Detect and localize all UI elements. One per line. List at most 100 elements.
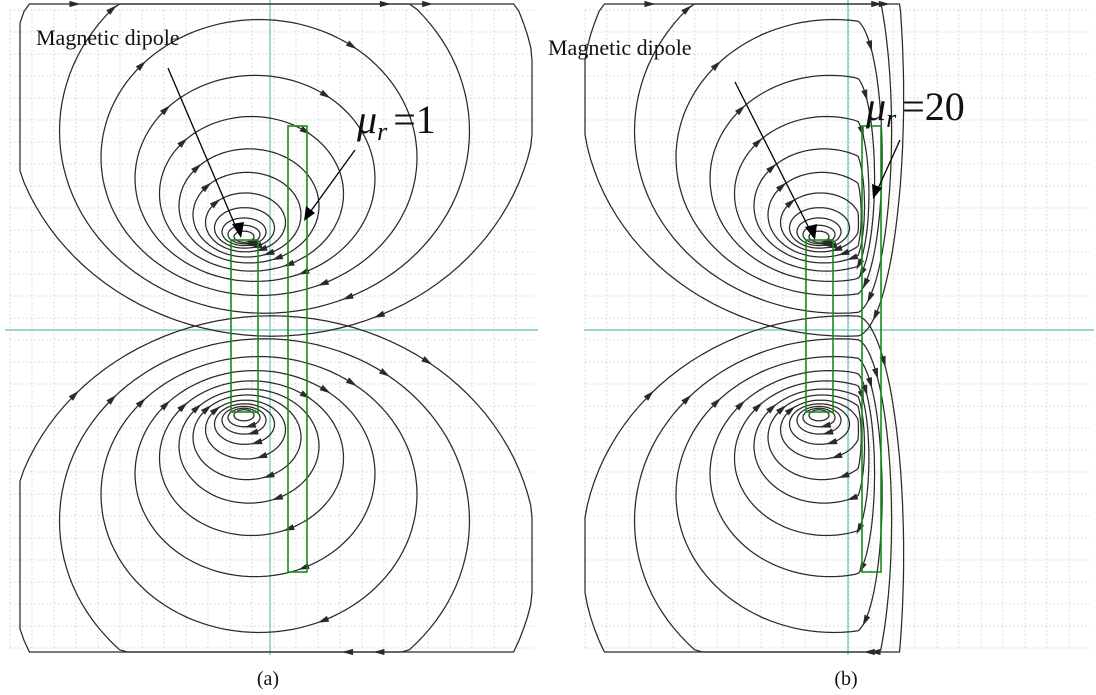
panel-b-field-arrow [825, 438, 838, 445]
panel-a-permeability-label: μr =1 [356, 97, 436, 146]
panel-b-field-arrow [872, 309, 881, 321]
panel-a-field-line [134, 369, 376, 578]
panel-a-field-arrow [299, 125, 311, 135]
panel-b-field-arrow [846, 493, 859, 501]
panel-a-field-lines [19, 0, 533, 656]
panel-b-field-arrow [710, 397, 721, 408]
panel-a-field-arrow [191, 163, 202, 174]
panel-a-dipole-leader-line [167, 67, 239, 233]
panel-a-field-arrow [373, 648, 385, 656]
panel-b-field-arrow [862, 277, 871, 290]
panel-b-permeability-label: μr =20 [865, 84, 965, 133]
panel-b-field-arrow [871, 367, 878, 380]
panel-a-field-arrow [250, 241, 263, 249]
panel-b-field-arrow [775, 405, 787, 415]
panel-b-field-arrow [822, 428, 834, 435]
panel-a-mu-value: 1 [416, 97, 436, 142]
panel-a-field-arrow [378, 368, 391, 377]
panel-a-field-arrow [345, 40, 357, 50]
panel-a-field-arrow [247, 239, 259, 246]
panel-b-field-line [808, 230, 830, 243]
panel-a-field-line [100, 355, 418, 634]
panel-b-field-arrow [831, 451, 843, 459]
panel-b-field-arrow [766, 403, 777, 414]
panel-b-field-line [808, 409, 830, 422]
panel-b-field-arrow [861, 89, 868, 101]
panel-b-field-arrow [831, 244, 843, 252]
panel-b-field-arrow [819, 421, 832, 428]
panel-a-field-arrow [271, 493, 284, 501]
panel-a-field-line [19, 3, 533, 337]
panel-b-field-line [753, 148, 866, 264]
panel-b-field-arrow [838, 471, 850, 478]
panel-a-field-line [178, 388, 320, 504]
panel-a-field-line [158, 115, 345, 272]
panel-b-field-arrow [838, 248, 850, 256]
panel-b-field-line [709, 74, 876, 283]
panel-b-field-arrow [869, 648, 881, 656]
panel-a-dipole-label: Magnetic dipole [36, 25, 180, 50]
panel-b-mu-subscript: r [886, 104, 897, 133]
panel-a-field-arrow [106, 5, 117, 15]
panel-b-field-arrow [867, 291, 875, 303]
panel-a-field-arrow [159, 105, 171, 116]
panel-a-field-arrow [135, 60, 146, 71]
panel-b-field-arrow [734, 105, 746, 116]
panel-a-field-arrow [135, 397, 146, 408]
panel-b-field-arrow [878, 0, 890, 8]
panel-a-field-arrow [283, 524, 295, 531]
panel-a-field-arrow [421, 356, 433, 365]
panel-b-field-arrow [859, 266, 867, 278]
panel-a-field-arrow [317, 278, 330, 286]
panel-b-field-arrow [681, 5, 692, 15]
panel-b-field-arrow [644, 0, 656, 8]
panel-b-mu-equals: = [902, 84, 925, 129]
panel-b-field-arrow [681, 394, 692, 405]
panel-b-mu-value: 20 [925, 84, 965, 129]
panel-b-field-line [753, 388, 866, 504]
panel-a-field-arrow [422, 0, 434, 8]
panel-a-field-line [192, 394, 302, 481]
panel-b-field-arrow [846, 253, 859, 261]
panel-a-field-arrow [177, 402, 188, 413]
panel-a-field-arrow [68, 390, 79, 401]
panel-a-field-arrow [106, 394, 117, 405]
panel-a-field-arrow [244, 421, 257, 428]
panel-a-field-arrow [247, 428, 259, 435]
panel-b-dipole-leader-line [734, 81, 813, 235]
panel-a-field-arrow [263, 471, 275, 478]
panel-a-field-arrow [317, 615, 330, 623]
panel-a-field-line [233, 409, 255, 422]
panel-a-field-arrow [256, 244, 268, 252]
panel-a-field-arrow [159, 400, 171, 411]
panel-b-field-arrow [775, 182, 787, 193]
panel-a-field-line [100, 18, 418, 297]
panel-b-plate-leader-arrowhead [872, 184, 882, 199]
panel-b-field-line [675, 18, 883, 297]
panel-a-field-line [134, 74, 376, 283]
panel-a-field-arrow [200, 182, 212, 193]
panel-a-field-arrow [191, 403, 202, 414]
panel-a-dipole-outline [230, 239, 259, 413]
panel-b-field-arrow [766, 163, 777, 174]
panel-b-mu-symbol: μ [865, 84, 886, 129]
panel-b-background [580, 0, 1096, 655]
panel-b-field-arrow [784, 198, 796, 209]
panel-b-field-line [709, 369, 876, 578]
panel-a-plate [287, 125, 308, 573]
panel-a-field-line [192, 171, 302, 258]
panel-b-plate [861, 125, 882, 573]
panel-a-field-arrow [299, 390, 311, 399]
panel-b-field-arrow [784, 406, 796, 416]
panel-b-field-line [767, 171, 862, 258]
panel-b-field-arrow [643, 390, 654, 401]
panel-b-dipole-outline [805, 239, 834, 413]
panel-a-field-arrow [200, 405, 212, 415]
panel-a-field-arrow [373, 310, 386, 318]
panel-b-plate-leader-line [875, 139, 901, 194]
panel-a-field-arrow [250, 438, 263, 445]
panel-a-plate-leader-arrowhead [304, 206, 315, 221]
panel-a-dipole-leader-arrowhead [232, 222, 244, 238]
panel-a-field-arrow [283, 259, 295, 267]
panel-a-field-arrow [319, 89, 331, 99]
